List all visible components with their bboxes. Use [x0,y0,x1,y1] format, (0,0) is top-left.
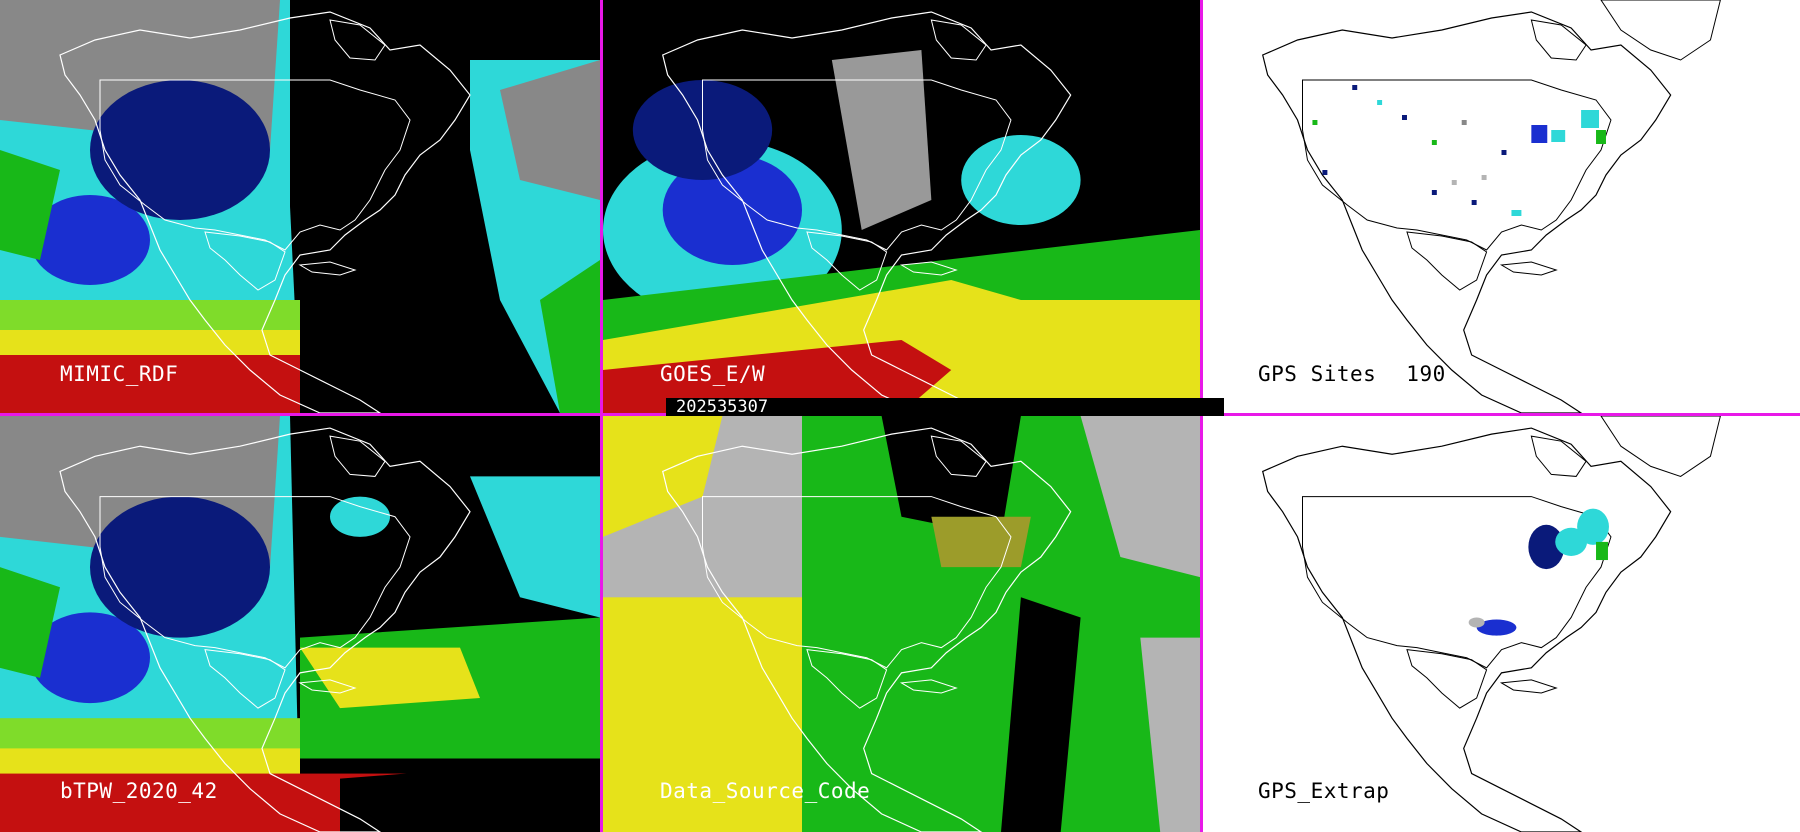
btpw-label: bTPW_2020_42 [60,779,218,803]
gps-sites-label: GPS Sites 190 [1258,362,1446,386]
panel-mimic-rdf: MIMIC_RDF [0,0,600,413]
panel-btpw: bTPW_2020_42 [0,416,600,832]
panel-goes: GOES_E/W [603,0,1200,413]
gps-extrap-map [1203,416,1800,832]
panel-gps-extrap: GPS_Extrap [1203,416,1800,832]
gps-extrap-regions [1468,508,1609,636]
panel-divider-right [1200,0,1203,832]
goes-map [603,0,1200,413]
btpw-map [0,416,600,832]
panel-data-source: Data_Source_Code [603,416,1200,832]
panel-divider-left [600,0,603,832]
gps-sites-title: GPS Sites [1258,362,1377,386]
goes-label: GOES_E/W [660,362,766,386]
timestamp-bar: 202535307 [666,398,1224,416]
mimic-rdf-map [0,0,600,413]
gps-site-markers [1312,85,1606,216]
gps-sites-map [1203,0,1800,413]
panel-gps-sites: GPS Sites 190 [1203,0,1800,413]
gps-extrap-label: GPS_Extrap [1258,779,1390,803]
data-source-label: Data_Source_Code [660,779,871,803]
data-source-map [603,416,1200,832]
gps-sites-count: 190 [1406,362,1446,386]
mimic-rdf-label: MIMIC_RDF [60,362,179,386]
